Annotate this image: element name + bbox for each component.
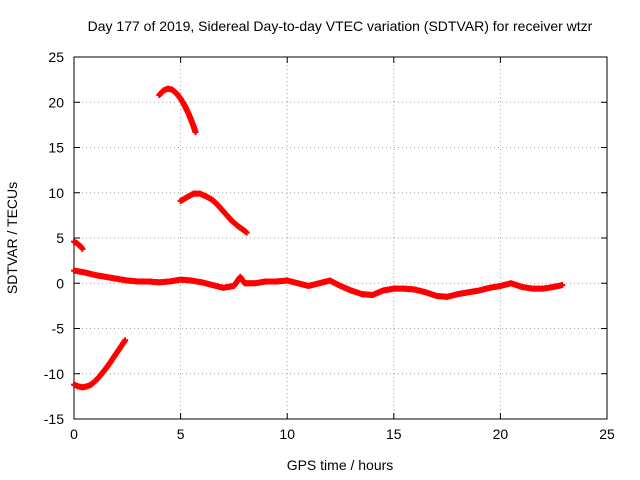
- y-tick-label: -5: [52, 321, 65, 337]
- x-axis-label: GPS time / hours: [287, 457, 394, 473]
- series-lower-arc: [71, 337, 129, 391]
- y-axis-label: SDTVAR / TECUs: [4, 182, 20, 294]
- grid-lines: [74, 57, 607, 419]
- data-point: [79, 245, 86, 252]
- series-short-segment: [71, 238, 86, 252]
- x-tick-label: 10: [279, 426, 295, 442]
- y-tick-label: -10: [44, 366, 64, 382]
- y-tick-label: 5: [56, 230, 64, 246]
- series-early-upper-arc: [156, 85, 199, 136]
- series-mid-upper-arc: [177, 190, 250, 236]
- data-point: [122, 337, 129, 344]
- chart-title: Day 177 of 2019, Sidereal Day-to-day VTE…: [88, 18, 593, 34]
- x-tick-label: 25: [599, 426, 615, 442]
- y-tick-label: 0: [56, 275, 64, 291]
- x-tick-label: 20: [493, 426, 509, 442]
- x-tick-label: 5: [177, 426, 185, 442]
- y-tick-label: 15: [48, 140, 64, 156]
- series-main-track: [71, 267, 566, 300]
- y-tick-label: 10: [48, 185, 64, 201]
- y-tick-label: -15: [44, 411, 64, 427]
- plot-frame: [73, 56, 608, 420]
- data-points: [71, 85, 566, 391]
- x-tick-label: 15: [386, 426, 402, 442]
- y-tick-label: 20: [48, 94, 64, 110]
- data-point: [192, 129, 199, 136]
- data-point: [243, 229, 250, 236]
- axis-ticks: 0 5 10 15 20 25 -15 -10 -5 0 5 10 15 20 25: [44, 49, 615, 442]
- data-point: [559, 282, 566, 289]
- x-tick-label: 0: [70, 426, 78, 442]
- y-tick-label: 25: [48, 49, 64, 65]
